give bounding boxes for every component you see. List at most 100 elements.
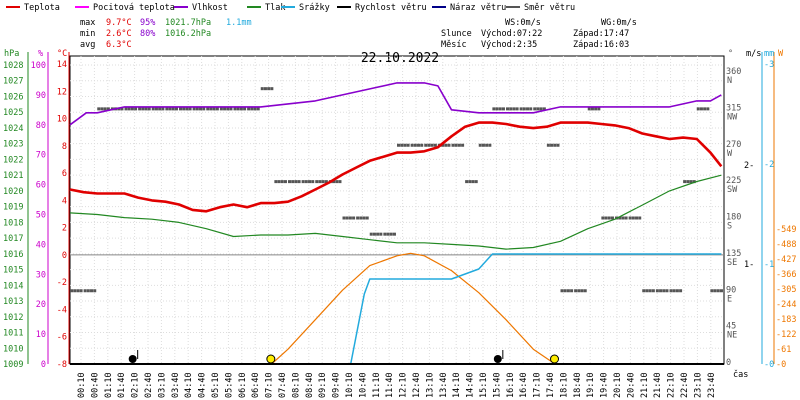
moon-rise: Východ:2:35 — [481, 40, 537, 50]
tick-label-hpa: 1012 — [3, 313, 23, 323]
axis-header: W — [778, 49, 784, 59]
wind-dir-point — [383, 232, 387, 236]
wind-dir-point — [348, 216, 352, 220]
tick-label-deg: 45 — [726, 322, 736, 332]
wind-dir-point — [441, 143, 445, 147]
tick-label-hpa: 1020 — [3, 187, 23, 197]
axis-header: ° — [728, 49, 733, 59]
tick-label-pct: 100 — [31, 61, 46, 71]
wind-dir-point — [451, 143, 455, 147]
wind-dir-point — [651, 289, 655, 293]
x-axis-label: čas — [733, 369, 748, 380]
wind-dir-point — [100, 107, 104, 111]
series-temperature-line — [69, 121, 723, 213]
wind-dir-point — [144, 107, 148, 111]
wind-dir-point — [420, 143, 424, 147]
tick-label-pct: 10 — [36, 330, 46, 340]
stat-max-press: 1021.7hPa — [165, 18, 211, 28]
wind-dir-point — [560, 289, 564, 293]
x-tick-label: 23:40 — [707, 372, 717, 398]
moon-set: Západ:16:03 — [573, 40, 629, 50]
x-tick-label: 14:40 — [466, 372, 476, 398]
tick-label-dir: E — [727, 294, 732, 304]
tick-label-deg: 135 — [726, 249, 741, 259]
wind-dir-point — [454, 143, 458, 147]
wind-dir-point — [471, 180, 475, 184]
wind-dir-point — [90, 289, 94, 293]
x-tick-label: 16:10 — [506, 372, 516, 398]
wind-dir-point — [239, 107, 243, 111]
wind-dir-point — [679, 289, 683, 293]
tick-label-mm: -3 — [764, 60, 774, 70]
tick-label-wm2: -305 — [776, 285, 796, 295]
legend-label: Směr větru — [524, 3, 575, 13]
stat-min-label: min — [80, 29, 95, 39]
wind-dir-point — [127, 107, 131, 111]
wind-dir-point — [481, 143, 485, 147]
wind-dir-point — [229, 107, 233, 111]
x-tick-label: 16:40 — [519, 372, 529, 398]
wind-dir-point — [716, 289, 720, 293]
wind-dir-point — [168, 107, 172, 111]
wind-dir-point — [106, 107, 110, 111]
wind-dir-point — [610, 216, 614, 220]
wind-dir-point — [424, 143, 428, 147]
tick-label-temp: 2 — [62, 224, 67, 234]
wind-dir-point — [492, 107, 496, 111]
x-tick-label: 09:10 — [318, 372, 328, 398]
x-tick-label: 05:40 — [224, 372, 234, 398]
wind-dir-point — [686, 180, 690, 184]
tick-label-pct: 40 — [36, 240, 46, 250]
wind-dir-point — [174, 107, 178, 111]
tick-label-temp: -4 — [57, 305, 67, 315]
tick-label-pct: 90 — [36, 91, 46, 101]
wind-dir-point — [236, 107, 240, 111]
tick-label-hpa: 1025 — [3, 108, 23, 118]
tick-label-hpa: 1024 — [3, 124, 23, 134]
wg-text: WG:0m/s — [601, 18, 637, 28]
wind-dir-point — [79, 289, 83, 293]
x-tick-label: 11:10 — [372, 372, 382, 398]
wind-dir-point — [359, 216, 363, 220]
stat-max-hum: 95% — [140, 18, 155, 28]
x-tick-label: 15:40 — [492, 372, 502, 398]
x-tick-label: 20:40 — [626, 372, 636, 398]
ws-text: WS:0m/s — [505, 18, 541, 28]
wind-dir-point — [546, 143, 550, 147]
info-block: WS:0m/s WG:0m/s Slunce Východ:07:22 Zápa… — [441, 18, 637, 50]
wind-dir-point — [669, 289, 673, 293]
stat-max-rain: 1.1mm — [226, 18, 252, 28]
wind-dir-point — [389, 232, 393, 236]
grid-lines — [70, 56, 724, 365]
series-sun-line — [271, 252, 556, 365]
wind-dir-point — [400, 143, 404, 147]
x-tick-label: 01:10 — [104, 372, 114, 398]
wind-dir-point — [256, 107, 260, 111]
wind-dir-point — [638, 216, 642, 220]
wind-dir-point — [260, 87, 264, 91]
wind-dir-point — [465, 180, 469, 184]
wind-dir-point — [461, 143, 465, 147]
tick-label-ms: 1- — [744, 260, 754, 270]
wind-dir-point — [485, 143, 489, 147]
legend-label: Srážky — [299, 3, 330, 13]
wind-dir-point — [665, 289, 669, 293]
wind-dir-point — [294, 180, 298, 184]
axes: hPa% °C1028102710261025102410231022102110… — [3, 49, 796, 370]
x-tick-label: 03:10 — [157, 372, 167, 398]
series-rain-line — [349, 253, 722, 365]
x-tick-label: 13:10 — [425, 372, 435, 398]
tick-label-temp: 4 — [62, 196, 67, 206]
wind-dir-point — [124, 107, 128, 111]
wind-dir-point — [86, 289, 90, 293]
tick-label-hpa: 1014 — [3, 281, 23, 291]
stats-block: max 9.7°C 95% 1021.7hPa 1.1mm min 2.6°C … — [80, 18, 252, 50]
wind-dir-point — [397, 143, 400, 147]
moon-label: Měsíc — [441, 40, 467, 50]
x-tick-label: 09:40 — [332, 372, 342, 398]
x-tick-label: 11:40 — [385, 372, 395, 398]
x-tick-label: 19:10 — [586, 372, 596, 398]
wind-dir-point — [301, 180, 305, 184]
wind-dir-point — [362, 216, 366, 220]
wind-dir-point — [365, 216, 369, 220]
